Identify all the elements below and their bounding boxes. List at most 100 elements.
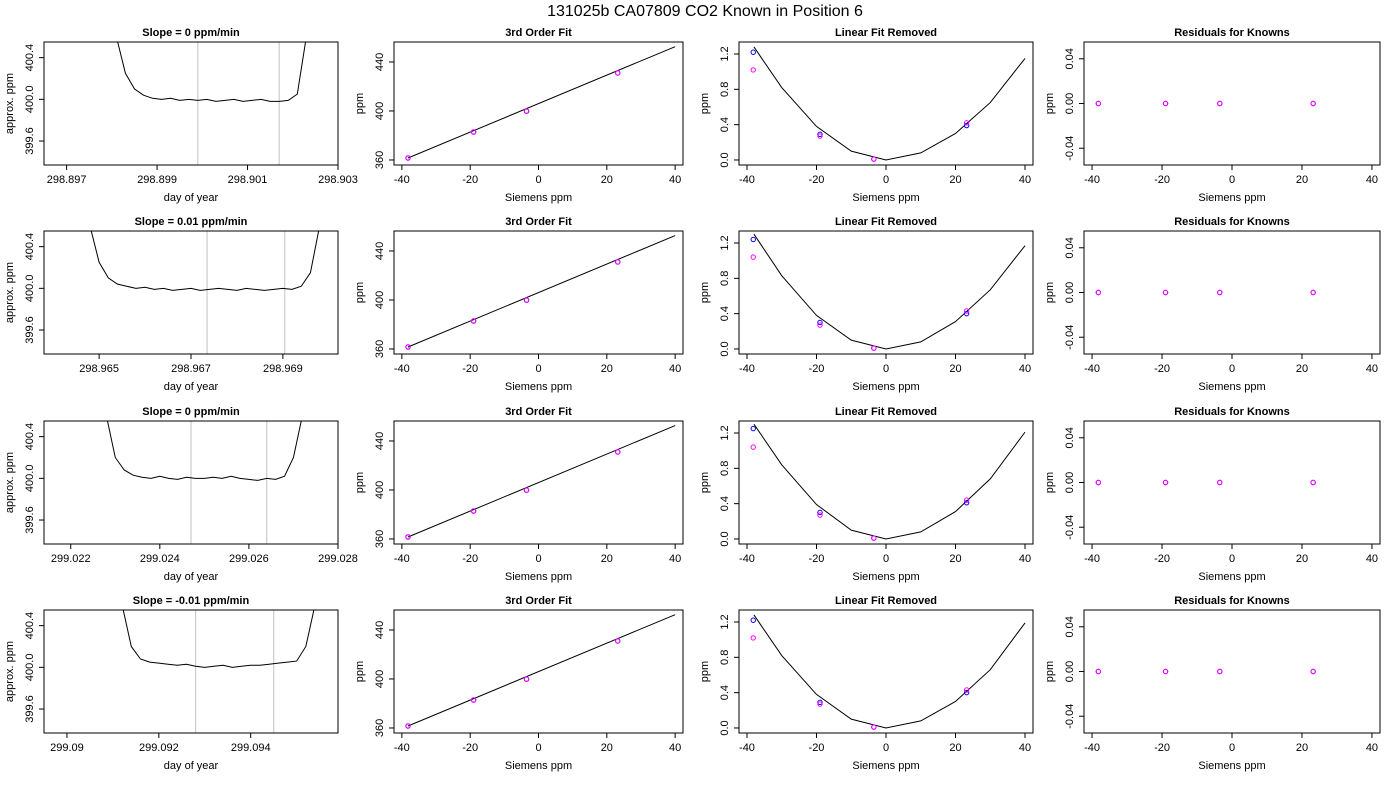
fit-line [407, 46, 676, 159]
x-axis-label: Siemens ppm [1198, 571, 1265, 583]
y-tick-label: 360 [374, 340, 386, 358]
point [1310, 479, 1316, 486]
panel-title: Slope = 0 ppm/min [142, 27, 240, 39]
y-tick-label: -0.04 [1064, 325, 1076, 350]
y-tick-label: 0.0 [719, 531, 731, 546]
x-tick-label: 299.09 [50, 742, 84, 754]
x-tick-label: 20 [1296, 742, 1308, 754]
panel-title: 3rd Order Fit [505, 216, 572, 228]
y-axis-label: approx. ppm [4, 641, 16, 702]
point [470, 318, 477, 324]
x-tick-label: -20 [1154, 742, 1170, 754]
point [750, 67, 756, 73]
y-tick-label: 0.8 [719, 82, 731, 97]
y-tick-label: 440 [374, 432, 386, 450]
point [750, 425, 756, 432]
panel-frame [738, 609, 1034, 734]
fit-line [407, 235, 676, 348]
y-tick-label: 400 [374, 670, 386, 688]
x-tick-label: -20 [809, 553, 825, 565]
point [405, 344, 411, 350]
x-tick-label: 0 [883, 174, 889, 186]
y-tick-label: 1.2 [719, 614, 731, 629]
plot-area [405, 425, 676, 540]
x-tick-label: 20 [601, 553, 613, 565]
x-tick-label: -20 [1154, 174, 1170, 186]
y-tick-label: 400 [374, 291, 386, 309]
panel-frame [738, 420, 1034, 545]
plot-area [90, 231, 320, 291]
y-axis-label: ppm [1044, 93, 1056, 114]
x-tick-label: 0 [535, 363, 541, 375]
x-tick-label: 299.094 [231, 742, 271, 754]
trace-line [122, 610, 315, 668]
plot-area [405, 235, 676, 350]
plot-area [405, 46, 676, 161]
x-tick-label: 299.024 [140, 553, 180, 565]
x-axis-label: Siemens ppm [852, 381, 919, 393]
x-tick-label: -40 [1084, 174, 1100, 186]
point [405, 723, 411, 729]
point [523, 487, 530, 493]
y-tick-label: 360 [374, 719, 386, 737]
panel-title: Linear Fit Removed [835, 27, 937, 39]
x-tick-label: 40 [669, 553, 681, 565]
point [1162, 479, 1169, 486]
panel-frame [1083, 41, 1381, 166]
point [1310, 100, 1316, 107]
point [1095, 479, 1102, 486]
y-tick-label: 0.8 [719, 461, 731, 476]
plot-area [1095, 668, 1316, 675]
fit-line [753, 233, 1026, 350]
x-tick-label: -20 [462, 363, 478, 375]
x-tick-label: -20 [809, 363, 825, 375]
y-tick-label: -0.04 [1064, 136, 1076, 161]
panel-title: Linear Fit Removed [835, 216, 937, 228]
y-tick-label: 0.0 [719, 341, 731, 356]
x-tick-label: 298.903 [318, 174, 358, 186]
x-tick-label: 298.967 [171, 363, 211, 375]
x-tick-label: -40 [394, 742, 410, 754]
x-axis-label: Siemens ppm [505, 192, 572, 204]
panel-frame [738, 41, 1034, 166]
y-tick-label: 360 [374, 151, 386, 169]
x-tick-label: 20 [949, 553, 961, 565]
x-axis-label: Siemens ppm [1198, 192, 1265, 204]
point [817, 699, 823, 706]
y-tick-label: 440 [374, 53, 386, 71]
panel-frame [393, 420, 684, 545]
x-tick-label: 40 [1366, 363, 1378, 375]
y-tick-label: 0.4 [719, 306, 731, 321]
x-tick-label: 298.965 [79, 363, 119, 375]
y-tick-label: 400.4 [24, 423, 36, 451]
y-tick-label: 0.8 [719, 271, 731, 286]
y-axis-label: ppm [354, 472, 366, 493]
y-axis-label: ppm [699, 661, 711, 682]
panel-title: Linear Fit Removed [835, 406, 937, 418]
x-tick-label: 0 [1229, 174, 1235, 186]
y-tick-label: -0.04 [1064, 704, 1076, 729]
x-tick-label: -40 [1084, 363, 1100, 375]
point [523, 108, 530, 114]
x-tick-label: 0 [883, 363, 889, 375]
x-tick-label: 0 [1229, 363, 1235, 375]
plot-area [117, 42, 307, 102]
y-tick-label: 399.6 [24, 695, 36, 723]
y-tick-label: -0.04 [1064, 515, 1076, 540]
x-tick-label: 299.092 [139, 742, 179, 754]
y-tick-label: 400.4 [24, 612, 36, 640]
x-axis-label: Siemens ppm [505, 760, 572, 772]
point [817, 512, 823, 518]
point [1162, 289, 1169, 296]
point [615, 638, 621, 644]
x-tick-label: 40 [669, 363, 681, 375]
y-tick-label: 0.04 [1064, 237, 1076, 258]
x-tick-label: -40 [739, 742, 755, 754]
x-tick-label: 20 [949, 742, 961, 754]
y-tick-label: 1.2 [719, 425, 731, 440]
fit-line [753, 614, 1026, 729]
x-tick-label: 0 [883, 742, 889, 754]
y-tick-label: 400.0 [24, 654, 36, 682]
y-axis-label: ppm [699, 282, 711, 303]
x-tick-label: -40 [394, 363, 410, 375]
